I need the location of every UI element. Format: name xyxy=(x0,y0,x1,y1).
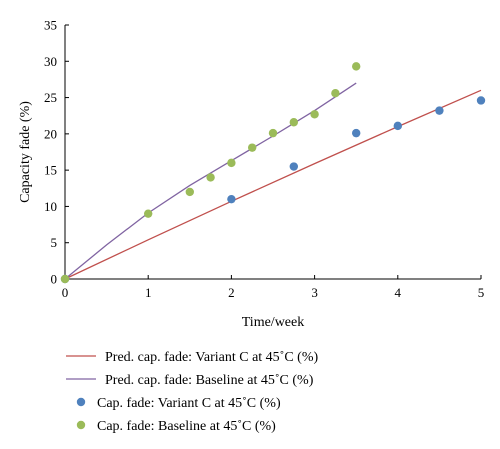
y-tick-label: 25 xyxy=(44,90,57,105)
legend-swatch-dot xyxy=(76,420,86,430)
y-tick-label: 5 xyxy=(51,235,58,250)
x-tick-label: 2 xyxy=(228,285,235,300)
axes: 0 5 10 15 20 25 30 35 0 1 2 3 4 5 xyxy=(44,18,484,301)
legend: Pred. cap. fade: Variant C at 45˚C (%) Pr… xyxy=(66,350,319,434)
legend-swatch-dot xyxy=(76,397,86,407)
y-tick-label: 10 xyxy=(44,199,57,214)
data-point xyxy=(144,209,153,218)
series-line xyxy=(64,89,482,280)
data-point xyxy=(352,62,361,71)
x-tick-label: 5 xyxy=(478,285,485,300)
legend-label: Cap. fade: Baseline at 45˚C (%) xyxy=(97,419,276,434)
plot-area xyxy=(60,62,486,284)
y-axis-label: Capacity fade (%) xyxy=(18,101,33,203)
y-tick-label: 0 xyxy=(51,272,58,287)
x-axis-label: Time/week xyxy=(242,315,304,330)
y-tick-label: 35 xyxy=(44,18,57,33)
series-line xyxy=(64,82,357,280)
data-point xyxy=(352,128,361,138)
x-tick-label: 1 xyxy=(145,285,152,300)
data-point xyxy=(289,118,298,127)
data-point xyxy=(289,162,298,171)
data-point xyxy=(248,143,257,152)
data-point xyxy=(268,128,278,138)
data-point xyxy=(185,187,194,197)
data-point xyxy=(476,96,486,105)
data-point xyxy=(227,158,236,168)
legend-label: Pred. cap. fade: Baseline at 45˚C (%) xyxy=(105,373,314,388)
y-tick-label: 20 xyxy=(44,126,57,141)
data-point xyxy=(331,89,340,98)
y-tick-label: 30 xyxy=(44,54,57,69)
x-tick-label: 4 xyxy=(395,285,402,300)
data-point xyxy=(227,194,236,204)
x-tick-label: 0 xyxy=(62,285,69,300)
legend-label: Cap. fade: Variant C at 45˚C (%) xyxy=(97,396,281,411)
x-tick-label: 3 xyxy=(311,285,318,300)
data-point xyxy=(435,106,444,115)
legend-label: Pred. cap. fade: Variant C at 45˚C (%) xyxy=(105,350,319,365)
y-tick-label: 15 xyxy=(44,163,57,178)
data-point xyxy=(310,110,319,119)
data-point xyxy=(60,274,70,284)
data-point xyxy=(206,173,215,182)
data-point xyxy=(393,121,402,131)
